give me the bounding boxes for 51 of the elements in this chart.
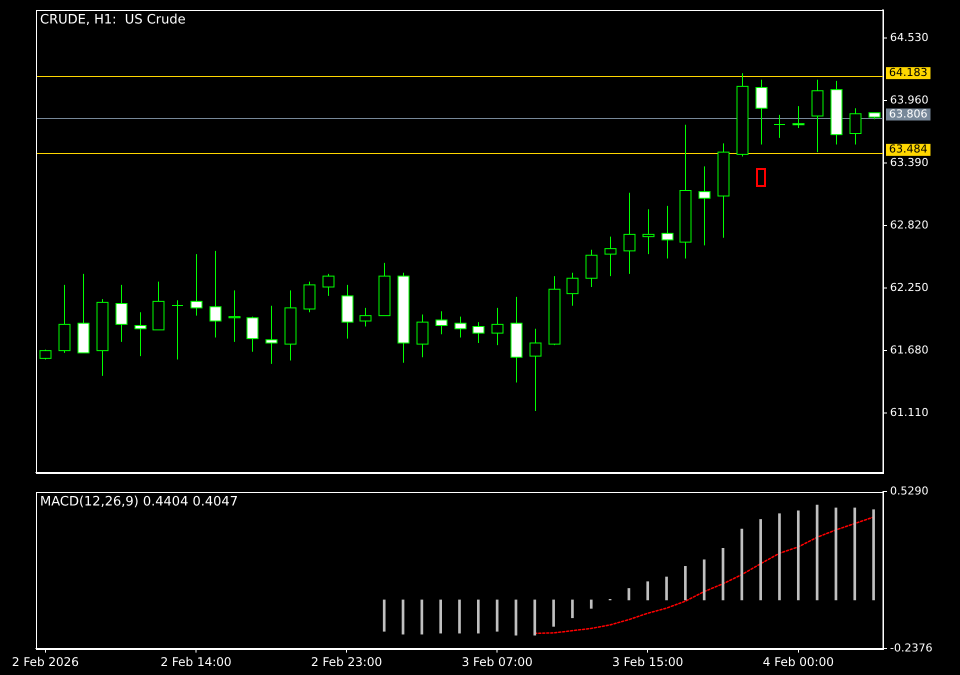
bar <box>571 600 574 618</box>
ref-line-label: 64.183 <box>889 66 928 80</box>
x-tick-label: 4 Feb 00:00 <box>762 654 834 669</box>
bar <box>796 510 800 600</box>
y-tick-label: 63.960 <box>890 93 928 106</box>
x-tick-label: 3 Feb 07:00 <box>462 654 533 669</box>
bar <box>853 508 856 600</box>
bar <box>533 600 536 636</box>
bar <box>684 566 687 600</box>
candlestick <box>398 272 410 364</box>
bar <box>476 600 480 634</box>
bar <box>834 508 838 600</box>
bar <box>402 600 404 634</box>
bar <box>590 600 593 609</box>
bar <box>382 600 386 632</box>
y-tick-label: 0.5290 <box>890 484 928 498</box>
y-tick-label: 61.680 <box>890 344 928 357</box>
bar <box>552 600 555 627</box>
x-tick-label: 2 Feb 2026 <box>12 654 79 669</box>
bar <box>458 600 461 634</box>
candlestick <box>774 114 786 138</box>
bar <box>646 581 650 600</box>
bar <box>702 559 706 600</box>
y-tick-label: 62.820 <box>890 218 928 232</box>
bar <box>816 504 818 600</box>
bar <box>439 600 442 634</box>
bar <box>778 513 781 600</box>
bar <box>514 600 518 636</box>
candlestick <box>172 300 184 360</box>
x-tick-label: 2 Feb 14:00 <box>160 654 232 669</box>
y-tick-label: 62.250 <box>890 281 928 294</box>
ref-line-label: 63.806 <box>889 107 928 120</box>
bar <box>420 600 424 634</box>
y-tick-label: -0.2376 <box>890 641 932 654</box>
bar <box>665 576 668 600</box>
line-series <box>534 516 874 634</box>
bar <box>496 600 498 632</box>
ref-line-label: 63.484 <box>889 142 928 156</box>
chart-title: MACD(12,26,9) 0.4404 0.4047 <box>40 494 238 510</box>
y-tick-label: 61.110 <box>890 406 928 420</box>
bar <box>628 588 630 600</box>
x-tick-label: 3 Feb 15:00 <box>612 654 684 669</box>
y-tick-label: 64.530 <box>890 30 928 44</box>
candlestick <box>736 72 748 158</box>
y-tick-label: 63.390 <box>890 156 928 169</box>
x-tick-label: 2 Feb 23:00 <box>311 654 382 669</box>
chart-title: CRUDE, H1: US Crude <box>40 12 186 28</box>
bar <box>722 548 724 600</box>
bar <box>759 519 762 600</box>
bar <box>872 509 875 600</box>
bar <box>740 528 744 600</box>
